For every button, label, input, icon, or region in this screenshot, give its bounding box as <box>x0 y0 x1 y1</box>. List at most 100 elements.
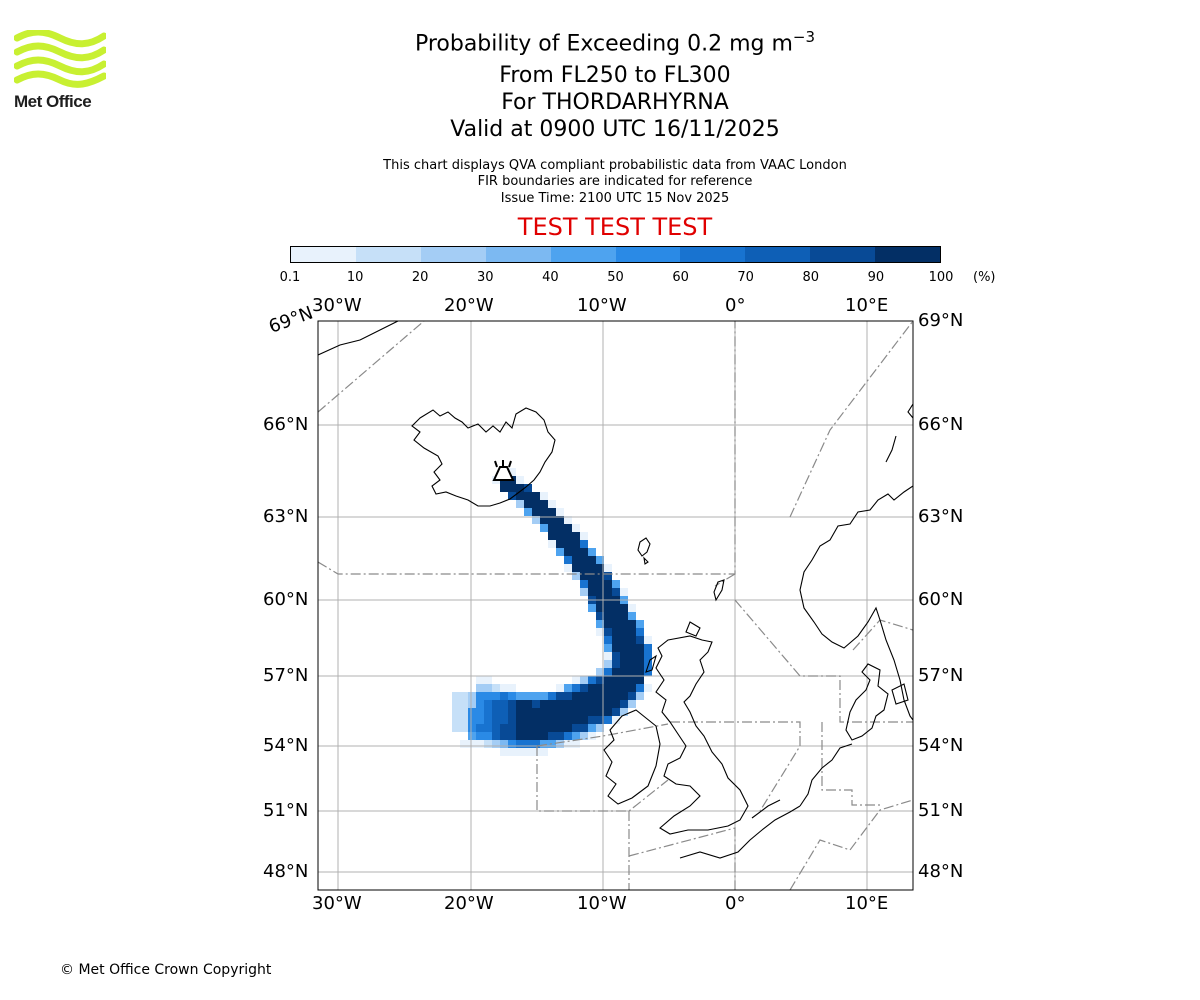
plume-cell <box>604 660 612 668</box>
plume-cell <box>572 716 580 724</box>
plume-cell <box>452 700 460 708</box>
plume-cell <box>548 524 556 532</box>
plume-cell <box>508 484 516 492</box>
plume-cell <box>564 564 572 572</box>
plume-cell <box>468 732 476 740</box>
plume-cell <box>532 748 540 756</box>
plume-cell <box>564 708 572 716</box>
lon-label-bottom: 0° <box>725 893 746 914</box>
note-line1: This chart displays QVA compliant probab… <box>383 158 847 173</box>
lon-label-top: 10°E <box>845 295 889 316</box>
plume-cell <box>468 708 476 716</box>
plume-cell <box>532 716 540 724</box>
plume-cell <box>524 508 532 516</box>
plume-cell <box>468 716 476 724</box>
plume-cell <box>468 700 476 708</box>
colorbar-tick-label: 0.1 <box>279 270 301 285</box>
plume-cell <box>612 604 620 612</box>
chart-title: Probability of Exceeding 0.2 mg m−3 <box>414 28 816 57</box>
plume-cell <box>588 676 596 684</box>
lat-label-right: 54°N <box>918 735 964 756</box>
plume-cell <box>564 692 572 700</box>
plume-cell <box>492 716 500 724</box>
plume-cell <box>580 716 588 724</box>
plume-cell <box>636 668 644 676</box>
plume-cell <box>636 692 644 700</box>
volcano-icon <box>492 460 515 481</box>
plume-cell <box>604 636 612 644</box>
plume-cell <box>620 620 628 628</box>
plume-cell <box>644 636 652 644</box>
plume-cell <box>596 588 604 596</box>
plume-cell <box>516 708 524 716</box>
plume-cell <box>548 740 556 748</box>
colorbar-segment <box>875 247 941 262</box>
plume-cell <box>476 716 484 724</box>
plume-cell <box>588 732 596 740</box>
plume-cell <box>500 748 508 756</box>
plume-cell <box>492 724 500 732</box>
colorbar-segment <box>485 247 551 262</box>
plume-cell <box>516 740 524 748</box>
plume-cell <box>556 532 564 540</box>
coastlines <box>318 321 913 859</box>
plume-cell <box>468 692 476 700</box>
plume-cell <box>548 692 556 700</box>
plume-cell <box>556 508 564 516</box>
lat-label-left: 66°N <box>263 414 309 435</box>
plume-cell <box>636 644 644 652</box>
plume-cell <box>580 684 588 692</box>
lon-label-bottom: 10°W <box>577 893 627 914</box>
lat-label-left: 63°N <box>263 506 309 527</box>
plume-cell <box>604 572 612 580</box>
plume-cell <box>628 684 636 692</box>
plume-cell <box>500 684 508 692</box>
plume-cell <box>564 700 572 708</box>
plume-cell <box>548 724 556 732</box>
plume-cell <box>620 644 628 652</box>
plume-cell <box>572 556 580 564</box>
flight-levels: From FL250 to FL300 <box>499 63 731 88</box>
plume-cell <box>500 692 508 700</box>
plume-cell <box>460 700 468 708</box>
plume-cell <box>628 700 636 708</box>
plume-cell <box>620 700 628 708</box>
plume-cell <box>500 708 508 716</box>
plume-cell <box>596 564 604 572</box>
plume-cell <box>564 532 572 540</box>
plume-cell <box>564 716 572 724</box>
plume-cell <box>460 692 468 700</box>
plume-cell <box>612 644 620 652</box>
plume-cell <box>508 492 516 500</box>
plume-cell <box>588 684 596 692</box>
plume-cell <box>580 556 588 564</box>
lat-label-right: 60°N <box>918 589 964 610</box>
plume-cell <box>508 692 516 700</box>
plume-cell <box>516 484 524 492</box>
plume-cell <box>612 708 620 716</box>
plume-cell <box>532 700 540 708</box>
plume-cell <box>556 524 564 532</box>
lat-label-right: 51°N <box>918 800 964 821</box>
plume-cell <box>620 628 628 636</box>
plume-cell <box>516 732 524 740</box>
plume-cell <box>556 724 564 732</box>
plume-cell <box>548 700 556 708</box>
plume-cell <box>572 532 580 540</box>
plume-cell <box>588 548 596 556</box>
plume-cell <box>564 540 572 548</box>
plume-cell <box>460 708 468 716</box>
plume-cell <box>476 740 484 748</box>
plume-cell <box>572 700 580 708</box>
plume-cell <box>564 548 572 556</box>
plume-cell <box>628 668 636 676</box>
plume-cell <box>460 716 468 724</box>
plume-cell <box>540 492 548 500</box>
plume-cell <box>588 716 596 724</box>
plume-cell <box>604 708 612 716</box>
plume-cell <box>564 724 572 732</box>
plume-cell <box>476 732 484 740</box>
plume-cell <box>612 684 620 692</box>
plume-cell <box>580 580 588 588</box>
